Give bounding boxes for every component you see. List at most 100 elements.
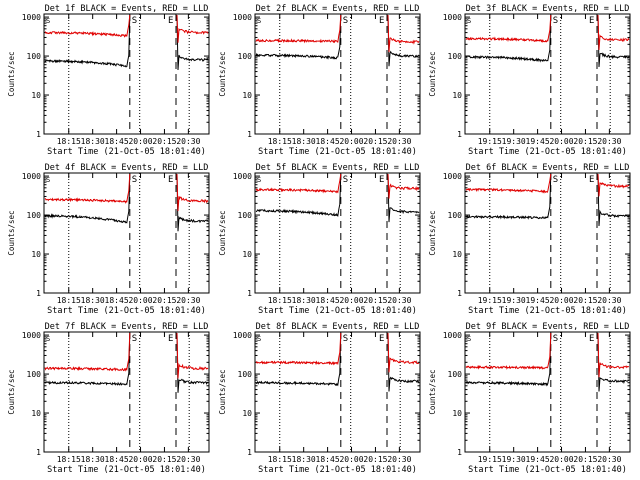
x-axis-title: Start Time (21-Oct-05 18:01:40) [47, 306, 206, 316]
plot-frame [43, 331, 210, 453]
series-lld-trace [44, 332, 131, 372]
y-tick-label: 1000 [443, 172, 462, 181]
series-lld-trace-after [176, 332, 209, 379]
x-tick-label: 19:15 [478, 296, 502, 305]
x-tick-label: 20:30 [597, 296, 621, 305]
panel-det-3: Det 3f BLACK = Events, RED = LLD S E S 1 10 10… [428, 4, 631, 157]
series-events-trace-after [387, 14, 420, 67]
end-marker-label: E [168, 175, 173, 185]
y-tick-label: 100 [448, 211, 463, 220]
x-tick-label: 18:30 [81, 137, 105, 146]
series-lld-trace [465, 173, 552, 194]
y-tick-label: 100 [238, 52, 253, 61]
series-events-trace-after [176, 332, 209, 393]
x-tick-label: 20:00 [128, 137, 152, 146]
y-tick-label: 1 [247, 448, 252, 457]
x-tick-label: 18:30 [292, 455, 316, 464]
start-corner-label: S [257, 176, 261, 184]
x-axis-title: Start Time (21-Oct-05 18:01:40) [258, 147, 417, 157]
panel-title: Det 8f BLACK = Events, RED = LLD [256, 322, 420, 332]
x-tick-label: 20:15 [363, 296, 387, 305]
start-corner-label: S [467, 335, 471, 343]
x-tick-label: 20:15 [573, 455, 597, 464]
series-events-trace [44, 332, 131, 386]
y-tick-label: 10 [31, 409, 41, 418]
end-marker-label: E [379, 334, 384, 344]
y-tick-label: 100 [27, 211, 42, 220]
series-events-trace-after [387, 332, 420, 392]
y-tick-label: 100 [238, 211, 253, 220]
end-marker-label: E [168, 334, 173, 344]
start-corner-label: S [46, 335, 50, 343]
x-tick-label: 20:30 [176, 296, 200, 305]
panel-det-5: Det 5f BLACK = Events, RED = LLD S E S 1 10 10… [218, 163, 421, 316]
x-tick-label: 20:15 [573, 296, 597, 305]
series-events-trace-after [176, 173, 209, 232]
y-tick-label: 1 [457, 448, 462, 457]
series-lld-trace-after [597, 173, 630, 197]
series-lld-trace-after [597, 332, 630, 378]
y-tick-label: 1 [247, 130, 252, 139]
series-lld-trace [44, 173, 131, 204]
series-events-trace-after [176, 14, 209, 71]
x-tick-label: 20:30 [387, 296, 411, 305]
x-tick-label: 18:30 [292, 296, 316, 305]
x-tick-label: 20:30 [387, 137, 411, 146]
x-tick-label: 20:00 [128, 296, 152, 305]
start-marker-label: S [132, 16, 137, 26]
series-lld-trace [255, 173, 342, 194]
x-tick-label: 20:00 [549, 137, 573, 146]
y-tick-label: 10 [452, 409, 462, 418]
series-lld-trace-after [597, 14, 630, 51]
x-tick-label: 19:15 [478, 137, 502, 146]
x-tick-label: 20:15 [152, 137, 176, 146]
start-marker-label: S [343, 16, 348, 26]
y-tick-label: 10 [242, 250, 252, 259]
plot-frame [254, 331, 421, 453]
end-marker-label: E [589, 16, 594, 26]
y-axis-title: Counts/sec [7, 210, 16, 255]
end-marker-label: E [379, 16, 384, 26]
start-corner-label: S [467, 176, 471, 184]
x-tick-label: 18:45 [316, 137, 340, 146]
y-tick-label: 100 [27, 52, 42, 61]
x-tick-label: 20:30 [176, 455, 200, 464]
y-tick-label: 100 [448, 370, 463, 379]
series-events-trace [44, 173, 131, 224]
panel-title: Det 5f BLACK = Events, RED = LLD [256, 163, 420, 173]
y-tick-label: 10 [242, 409, 252, 418]
x-tick-label: 18:15 [268, 137, 292, 146]
x-tick-label: 20:00 [128, 455, 152, 464]
y-tick-label: 100 [27, 370, 42, 379]
x-axis-title: Start Time (21-Oct-05 18:01:40) [47, 147, 206, 157]
end-marker-label: E [379, 175, 384, 185]
y-tick-label: 100 [448, 52, 463, 61]
panel-det-1: Det 1f BLACK = Events, RED = LLD S E S 1 10 10… [7, 4, 210, 157]
x-tick-label: 19:45 [526, 137, 550, 146]
y-axis-title: Counts/sec [428, 210, 437, 255]
series-events-trace-after [597, 332, 630, 392]
x-tick-label: 20:00 [339, 137, 363, 146]
x-axis-title: Start Time (21-Oct-05 18:01:40) [258, 465, 417, 475]
start-corner-label: S [46, 17, 50, 25]
series-lld-trace-after [176, 14, 209, 43]
x-tick-label: 20:15 [152, 296, 176, 305]
plot-frame [464, 13, 631, 135]
series-events-trace [465, 173, 552, 220]
x-tick-label: 20:15 [152, 455, 176, 464]
series-lld-trace [255, 332, 342, 366]
series-lld-trace-after [176, 173, 209, 212]
x-tick-label: 20:30 [387, 455, 411, 464]
series-lld-trace [44, 14, 131, 38]
y-axis-title: Counts/sec [218, 51, 227, 96]
y-tick-label: 1000 [443, 13, 462, 22]
start-corner-label: S [467, 17, 471, 25]
panel-title: Det 1f BLACK = Events, RED = LLD [45, 4, 209, 14]
x-axis-title: Start Time (21-Oct-05 18:01:40) [468, 147, 627, 157]
y-tick-label: 10 [452, 250, 462, 259]
y-tick-label: 1 [36, 289, 41, 298]
y-tick-label: 10 [31, 250, 41, 259]
panel-title: Det 2f BLACK = Events, RED = LLD [256, 4, 420, 14]
y-tick-label: 100 [238, 370, 253, 379]
